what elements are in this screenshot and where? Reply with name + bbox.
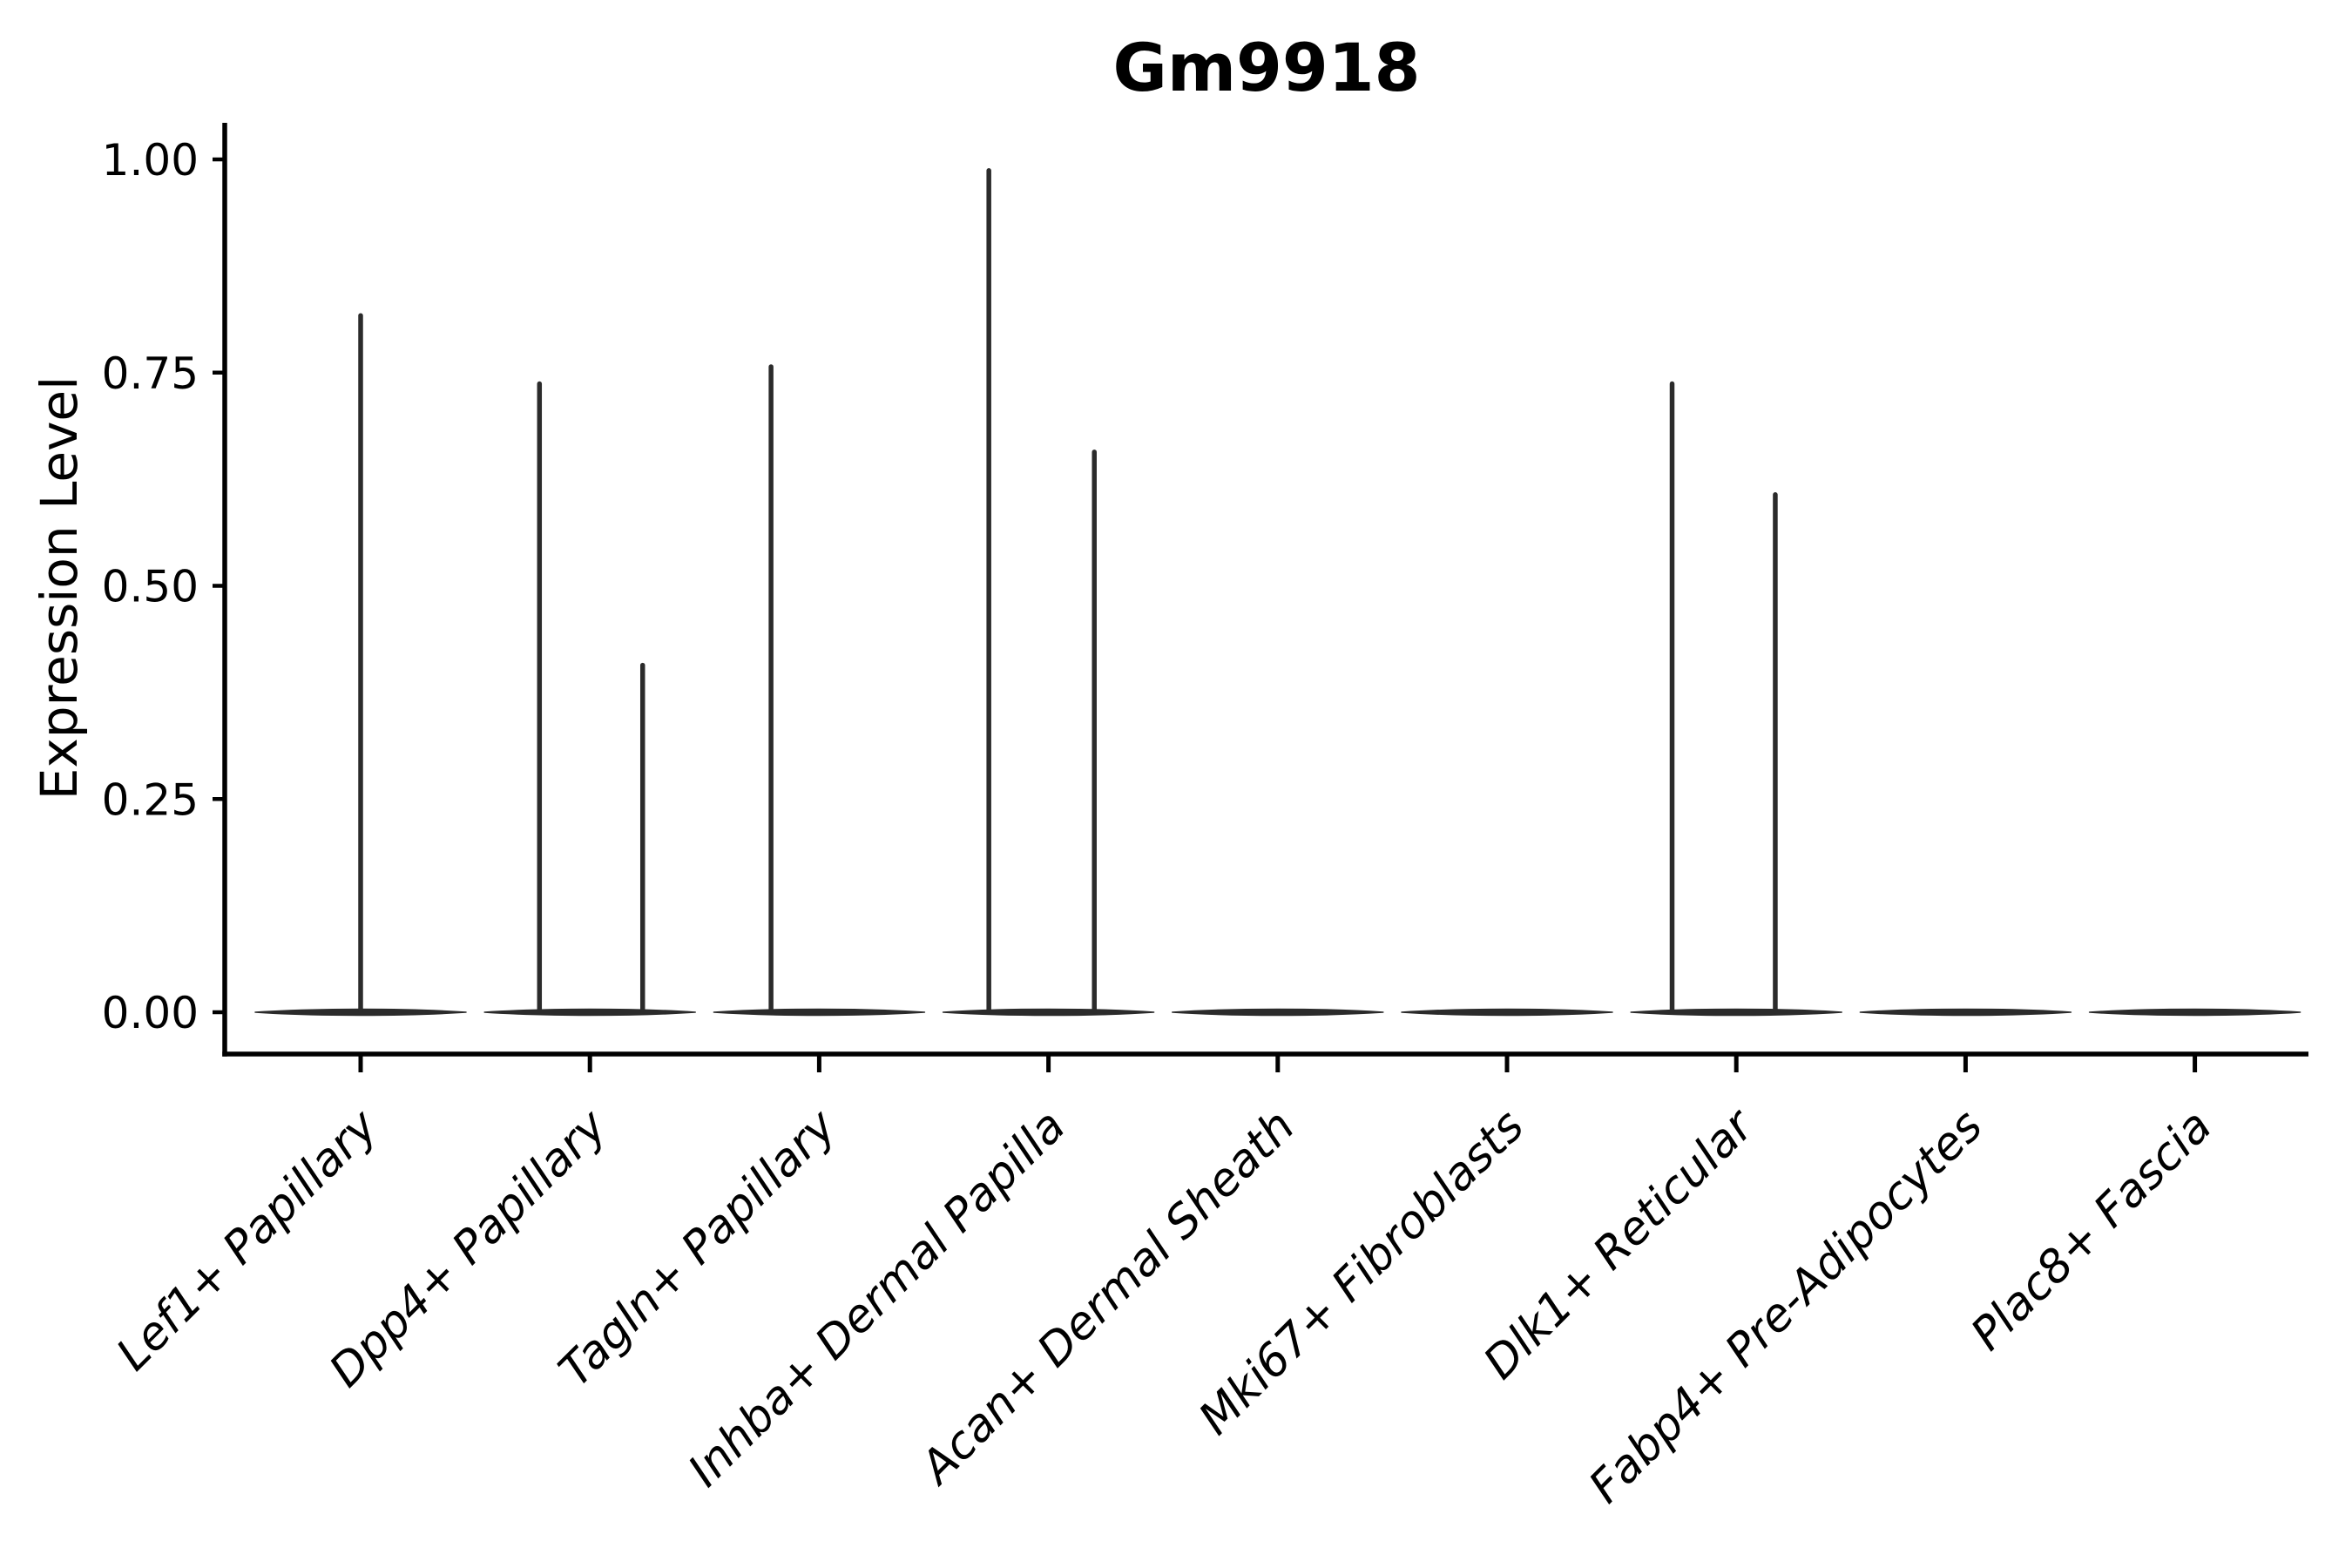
violin: [942, 168, 1155, 1017]
violin-body: [2088, 1008, 2301, 1017]
violin-body: [1401, 1008, 1613, 1017]
violin: [1630, 381, 1842, 1017]
violin: [254, 313, 467, 1017]
violin: [1859, 1008, 2072, 1017]
y-tick-label: 0.25: [102, 774, 199, 825]
x-axis-category-label: Inhba+ Dermal Papilla: [679, 1100, 1076, 1497]
y-tick-label: 1.00: [102, 135, 199, 186]
x-axis-category-label: Acan+ Dermal Sheath: [909, 1100, 1305, 1496]
plot-title: Gm9918: [1112, 29, 1420, 106]
violin-body: [483, 1008, 696, 1017]
violin-body: [1172, 1008, 1384, 1017]
violin-layer: [254, 168, 2301, 1017]
violin: [1172, 1008, 1384, 1017]
violin-body: [713, 1008, 926, 1017]
y-tick-label: 0.50: [102, 562, 199, 612]
violin-body: [1859, 1008, 2072, 1017]
violin: [2088, 1008, 2301, 1017]
y-axis-title: Expression Level: [30, 376, 89, 800]
y-tick-label: 0.75: [102, 348, 199, 399]
violin-body: [942, 1008, 1155, 1017]
violin: [713, 364, 926, 1017]
violin: [1401, 1008, 1613, 1017]
x-axis-category-label: Plac8+ Fascia: [1962, 1100, 2222, 1361]
y-tick-label: 0.00: [102, 988, 199, 1038]
violin: [483, 381, 696, 1017]
violin-body: [1630, 1008, 1842, 1017]
x-axis-category-label: Fabp4+ Pre-Adipocytes: [1579, 1100, 1993, 1514]
